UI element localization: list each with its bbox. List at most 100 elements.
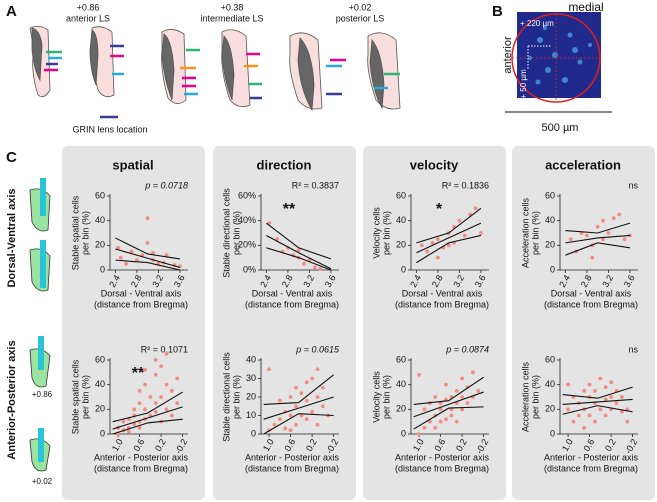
annotation: ns bbox=[628, 180, 638, 190]
panel-label: B bbox=[492, 3, 503, 20]
y-tick-label: 20 bbox=[396, 240, 406, 250]
y-axis-label: Velocity cells bbox=[371, 371, 381, 423]
y-tick-label: 60 bbox=[396, 354, 406, 364]
x-axis-label: Anterior - Posterior axis bbox=[245, 452, 340, 462]
data-point bbox=[272, 422, 277, 427]
y-axis-label: Acceleration cells bbox=[520, 361, 530, 432]
orientation-label: medial bbox=[568, 0, 603, 14]
fit-line bbox=[565, 234, 630, 244]
data-point bbox=[277, 417, 282, 422]
y-tick-label: 20 bbox=[396, 404, 406, 414]
x-axis-label: (distance from Bregma) bbox=[395, 463, 489, 473]
legend-label: GRIN lens location bbox=[72, 124, 147, 134]
data-point bbox=[299, 413, 304, 418]
data-point bbox=[132, 422, 137, 427]
x-axis-label: (distance from Bregma) bbox=[245, 463, 339, 473]
x-axis-label: Dorsal - Ventral axis bbox=[252, 288, 333, 298]
data-point bbox=[622, 237, 627, 242]
y-axis-label: per bin (%) bbox=[530, 211, 540, 255]
fit-line bbox=[115, 248, 181, 269]
data-point bbox=[603, 397, 608, 402]
data-point bbox=[473, 206, 478, 211]
data-point bbox=[175, 401, 180, 406]
level-value: +0.86 bbox=[77, 2, 100, 12]
data-point bbox=[151, 250, 155, 255]
confidence-band bbox=[565, 222, 631, 234]
probe-icons bbox=[29, 178, 51, 472]
level-label: anterior LS bbox=[66, 13, 110, 23]
lens-marks bbox=[44, 44, 400, 100]
data-point bbox=[148, 395, 153, 399]
data-point bbox=[159, 395, 164, 399]
data-point bbox=[419, 243, 424, 248]
significance: * bbox=[436, 201, 443, 218]
data-point bbox=[444, 382, 448, 387]
data-point bbox=[444, 417, 448, 422]
y-axis-label: per bin (%) bbox=[530, 375, 540, 419]
data-point bbox=[129, 249, 134, 254]
y-tick-label: 20 bbox=[95, 240, 105, 250]
data-point bbox=[118, 255, 123, 260]
data-point bbox=[164, 382, 169, 387]
level-label: intermediate LS bbox=[200, 13, 263, 23]
data-point bbox=[611, 216, 616, 221]
y-axis-label: per bin (%) bbox=[381, 211, 391, 255]
data-point bbox=[417, 432, 421, 436]
data-point bbox=[169, 388, 174, 393]
scale-label: 500 µm bbox=[542, 122, 579, 134]
column-title: velocity bbox=[410, 157, 459, 172]
data-point bbox=[134, 258, 139, 263]
data-point bbox=[116, 245, 120, 250]
row-label: Dorsal-Ventral axis bbox=[6, 188, 18, 287]
data-point bbox=[315, 422, 320, 427]
y-axis-label: Acceleration cells bbox=[520, 197, 530, 268]
data-point bbox=[609, 380, 614, 385]
data-point bbox=[425, 249, 430, 254]
data-point bbox=[294, 385, 298, 390]
column-backgrounds bbox=[62, 146, 655, 500]
data-point bbox=[427, 419, 432, 424]
y-tick-label: 60 bbox=[95, 190, 105, 200]
data-point bbox=[143, 382, 147, 387]
data-point bbox=[454, 419, 459, 424]
data-point bbox=[587, 382, 592, 387]
confidence-band bbox=[112, 391, 183, 423]
fit-line bbox=[416, 222, 482, 254]
data-point bbox=[294, 404, 298, 409]
data-point bbox=[435, 255, 440, 260]
data-point bbox=[310, 409, 315, 414]
y-axis-label: per bin (%) bbox=[231, 211, 241, 255]
data-point bbox=[299, 391, 304, 396]
y-axis-label: per bin (%) bbox=[381, 375, 391, 419]
y-tick-label: 40 bbox=[95, 379, 105, 389]
data-point bbox=[601, 237, 605, 242]
data-point bbox=[145, 240, 150, 245]
data-point bbox=[593, 419, 597, 424]
data-point bbox=[296, 248, 301, 253]
data-point bbox=[590, 255, 595, 260]
data-point bbox=[476, 388, 481, 393]
data-point bbox=[582, 388, 587, 393]
y-tick-label: 20 bbox=[246, 391, 256, 401]
data-point bbox=[126, 429, 131, 434]
significance: ** bbox=[283, 201, 296, 218]
annotation: R² = 0.3837 bbox=[292, 180, 339, 190]
confidence-band bbox=[565, 242, 631, 256]
data-point bbox=[143, 367, 147, 372]
data-point bbox=[137, 425, 142, 430]
x-axis-label: Dorsal - Ventral axis bbox=[402, 288, 483, 298]
data-point bbox=[283, 426, 288, 431]
data-point bbox=[288, 428, 293, 433]
data-point bbox=[304, 417, 309, 422]
data-point bbox=[132, 407, 137, 412]
data-point bbox=[153, 401, 158, 406]
y-tick-label: 40 bbox=[545, 379, 555, 389]
data-point bbox=[153, 372, 158, 377]
y-tick-label: 0 bbox=[550, 264, 555, 274]
level-value: +0.02 bbox=[349, 2, 372, 12]
confidence-band bbox=[115, 237, 181, 260]
y-axis-label: Stable spatial cells bbox=[70, 195, 80, 270]
data-point bbox=[145, 216, 150, 221]
